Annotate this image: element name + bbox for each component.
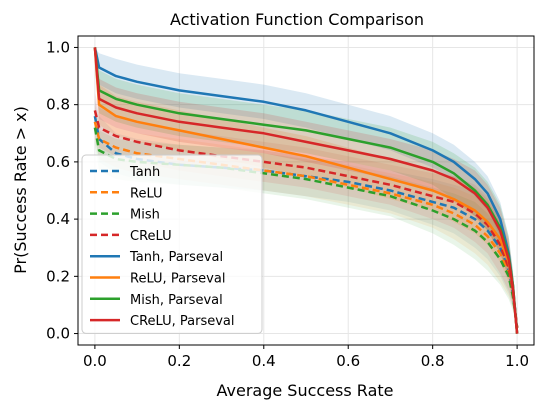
x-tick-label: 0.2 — [167, 352, 191, 370]
y-tick-label: 0.2 — [46, 267, 70, 285]
y-tick-label: 0.0 — [46, 325, 70, 343]
y-tick-label: 1.0 — [46, 38, 70, 56]
chart-title: Activation Function Comparison — [170, 10, 424, 29]
legend-label-relu: ReLU — [130, 186, 163, 201]
y-tick-label: 0.8 — [46, 96, 70, 114]
x-tick-label: 0.8 — [421, 352, 445, 370]
x-tick-label: 0.4 — [252, 352, 276, 370]
x-tick-label: 1.0 — [505, 352, 529, 370]
legend-label-crelu: CReLU — [130, 229, 172, 244]
legend-label-tanh: Tanh — [129, 165, 160, 180]
y-tick-label: 0.6 — [46, 153, 70, 171]
band-relu-parseval — [94, 47, 518, 334]
x-axis-label: Average Success Rate — [217, 381, 394, 400]
line-crelu-parseval — [93, 47, 519, 334]
legend-box — [81, 154, 263, 334]
line-relu-parseval — [93, 47, 519, 334]
legend-label-relu-parseval: ReLU, Parseval — [130, 272, 225, 287]
y-tick-label: 0.4 — [46, 210, 70, 228]
legend-label-tanh-parseval: Tanh, Parseval — [129, 250, 223, 265]
line-tanh-parseval — [93, 47, 519, 334]
y-axis-label: Pr(Success Rate > x) — [11, 106, 30, 274]
legend-label-mish-parseval: Mish, Parseval — [130, 293, 223, 308]
x-tick-label: 0.0 — [83, 352, 107, 370]
series-lines — [93, 47, 519, 334]
plot-frame — [77, 35, 535, 346]
band-tanh-parseval — [94, 47, 518, 334]
legend-label-mish: Mish — [130, 208, 160, 223]
legend: Tanh ReLU Mish CReLU Tanh, Parseval ReLU, Par… — [81, 154, 263, 334]
band-crelu-parseval — [94, 47, 518, 334]
axis-ticks: 0.0 0.2 0.4 0.6 0.8 1.0 0.0 0.2 0.4 0.6 0.8 1.0 — [46, 38, 529, 370]
x-tick-label: 0.6 — [336, 352, 360, 370]
legend-label-crelu-parseval: CReLU, Parseval — [130, 314, 235, 329]
band-mish-parseval — [94, 47, 518, 334]
